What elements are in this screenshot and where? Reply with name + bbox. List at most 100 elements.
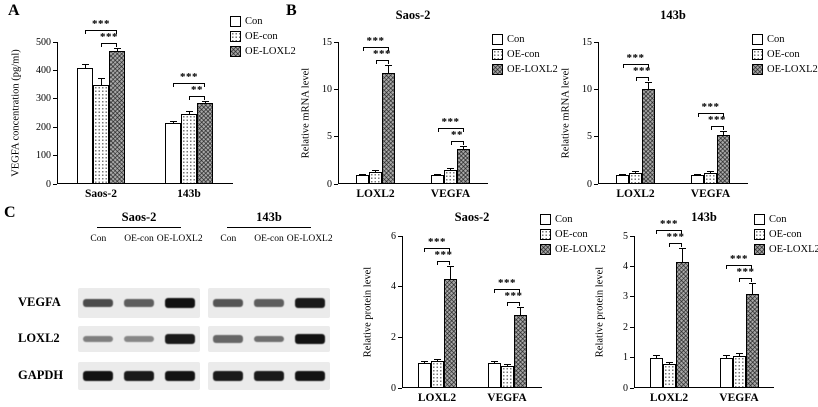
error-bar	[519, 306, 521, 315]
y-tick	[53, 69, 57, 71]
legend: Con OE-con OE-LOXL2	[492, 32, 558, 77]
significance-bracket	[101, 43, 117, 45]
bar-con-143b	[165, 122, 181, 184]
chart-vegfa-elisa: VEGFA concentration (pg/ml) 0 100 200 300 400…	[6, 12, 306, 204]
y-tick-label: 0	[327, 178, 332, 190]
legend-item: OE-con	[752, 47, 818, 62]
error-bar	[738, 353, 740, 357]
significance-stars: ***	[504, 289, 523, 302]
legend-swatch-oe-loxl2	[540, 244, 551, 255]
significance-bracket	[710, 125, 724, 127]
y-tick-label: 15	[582, 36, 592, 48]
error-bar	[449, 266, 451, 280]
y-tick-label: 6	[391, 230, 396, 242]
error-bar-cap	[748, 283, 756, 285]
y-tick-label: 200	[36, 121, 51, 133]
bracket-end	[739, 278, 740, 283]
significance-stars: ***	[666, 231, 685, 244]
bar-oe-con-143b	[181, 113, 197, 184]
x-category-label: VEGFA	[719, 392, 759, 404]
y-tick-label: 5	[623, 230, 628, 242]
significance-bracket	[85, 30, 117, 32]
bracket-end	[437, 128, 439, 133]
significance-bracket	[362, 46, 389, 48]
y-tick	[630, 296, 634, 298]
y-tick-label: 4	[623, 260, 628, 272]
significance-stars: ***	[701, 100, 720, 113]
legend-swatch-con	[754, 214, 765, 225]
chart-mrna-143b: 143b Relative mRNA level 0 5 10 15 LOXL2 VEGFA C…	[556, 6, 818, 204]
y-tick	[334, 88, 338, 90]
bar-oe-con-vegfa	[732, 356, 746, 388]
bracket-end	[519, 288, 520, 293]
y-tick	[398, 235, 402, 237]
chart-protein-143b: 143b Relative protein level 0 1 2 3 4 5 LOXL2 VEG…	[590, 208, 818, 404]
chart-title: 143b	[660, 8, 686, 22]
significance-stars: ***	[373, 47, 391, 60]
significance-stars: ***	[180, 70, 198, 83]
error-bar-cap	[735, 353, 743, 355]
significance-stars: ***	[92, 18, 110, 31]
legend-label: Con	[769, 214, 787, 225]
legend-item: OE-LOXL2	[540, 242, 606, 257]
y-tick-label: 0	[623, 382, 628, 394]
lane-label-oe-con: OE-con	[124, 234, 154, 244]
bracket-end	[669, 243, 670, 248]
error-bar-cap	[97, 78, 105, 80]
bracket-end	[450, 141, 452, 146]
legend-swatch-oe-loxl2	[752, 64, 763, 75]
error-bar	[648, 81, 649, 90]
significance-bracket	[726, 265, 752, 267]
blot-band	[213, 335, 244, 343]
blot-band	[294, 333, 325, 345]
y-tick-label: 1	[623, 352, 628, 364]
legend-swatch-con	[230, 16, 241, 27]
legend-label: OE-LOXL2	[555, 244, 606, 255]
significance-bracket	[622, 63, 649, 65]
bracket-end	[362, 46, 364, 51]
x-category-label: LOXL2	[616, 188, 655, 200]
bracket-end	[387, 46, 389, 51]
y-tick	[630, 265, 634, 267]
blot-header-saos-2: Saos-2	[121, 210, 157, 224]
error-bar-cap	[632, 171, 639, 173]
bracket-end	[437, 261, 438, 266]
y-tick-label: 4	[391, 281, 396, 293]
legend-label: Con	[767, 34, 785, 45]
y-tick	[630, 357, 634, 359]
significance-stars: ***	[660, 218, 678, 231]
bracket-end	[449, 261, 450, 266]
y-tick-label: 0	[587, 178, 592, 190]
error-bar-cap	[420, 360, 428, 362]
error-bar-cap	[460, 146, 467, 148]
error-bar-cap	[645, 81, 652, 83]
error-bar-cap	[434, 173, 441, 175]
x-category-label: VEGFA	[487, 392, 527, 404]
legend-swatch-oe-con	[754, 229, 765, 240]
error-bar	[84, 64, 86, 68]
panel-b-label: B	[286, 2, 297, 19]
legend-label: OE-con	[555, 229, 588, 240]
protein-label-gapdh: GAPDH	[18, 368, 64, 382]
error-bar-cap	[113, 48, 121, 50]
legend-item: OE-LOXL2	[754, 242, 818, 257]
bracket-end	[462, 128, 464, 133]
error-bar	[668, 361, 670, 365]
legend-item: Con	[752, 32, 818, 47]
plot-area	[402, 236, 542, 388]
bar-con-loxl2	[356, 174, 369, 184]
y-tick	[630, 235, 634, 237]
legend-item: OE-con	[492, 47, 558, 62]
legend-item: OE-con	[754, 227, 818, 242]
significance-stars: ***	[434, 249, 453, 262]
bracket-end	[722, 112, 724, 117]
error-bar-cap	[516, 306, 524, 308]
error-bar	[681, 248, 683, 262]
legend-swatch-oe-con	[230, 31, 241, 42]
error-bar	[493, 360, 495, 363]
significance-stars: **	[451, 129, 463, 142]
bar-oe-loxl2-saos-2	[109, 51, 125, 184]
significance-stars: ***	[736, 266, 755, 279]
bracket-end	[751, 265, 752, 270]
